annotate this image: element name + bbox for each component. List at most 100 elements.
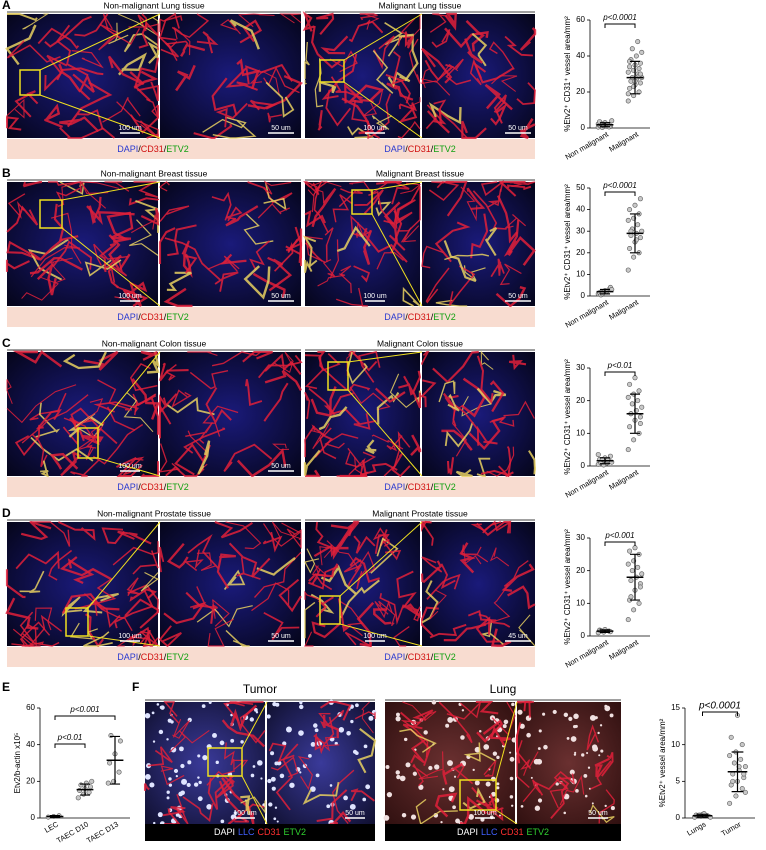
vessel (349, 556, 381, 583)
vessel (455, 468, 473, 478)
vessel (397, 120, 421, 139)
vessel (174, 443, 211, 476)
scale-bar-label: 50 um (271, 463, 291, 470)
vessel (185, 591, 218, 624)
nucleus (447, 717, 454, 723)
nucleus (440, 820, 443, 824)
vessel (224, 742, 235, 766)
vessel (279, 13, 302, 24)
data-point (627, 85, 633, 91)
panel-label: E (2, 680, 10, 694)
zoom-box (39, 199, 63, 229)
vessel (487, 188, 502, 208)
vessel (14, 424, 41, 457)
data-point (639, 404, 645, 410)
zoom-line (339, 521, 423, 597)
scale-bar-label: 100 um (118, 633, 142, 640)
vessel (5, 597, 39, 630)
scale-bar-label: 100 um (473, 810, 497, 817)
data-point (87, 784, 93, 790)
vessel (325, 89, 352, 127)
vessel (57, 521, 96, 541)
vessel (516, 82, 536, 106)
nucleus (453, 775, 457, 778)
nucleus (483, 744, 490, 750)
vessel (445, 58, 472, 86)
nucleus (151, 711, 155, 715)
vessel (499, 263, 522, 286)
vessel (315, 521, 334, 549)
nucleus (338, 727, 345, 733)
y-tick-label: 0 (31, 813, 36, 822)
vessel (137, 81, 159, 102)
nucleus (418, 784, 424, 790)
data-point (635, 398, 641, 404)
scale-bar-label: 100 um (233, 810, 257, 817)
zoom-box (207, 747, 243, 777)
vessel (158, 625, 182, 648)
vessel (93, 401, 140, 413)
vessel (386, 82, 414, 101)
vessel (363, 227, 408, 263)
micrograph (421, 180, 536, 308)
vessel (114, 589, 154, 629)
vessel (223, 569, 246, 591)
stain-name: ETV2 (433, 144, 456, 154)
vessel (48, 549, 73, 581)
stain-bar (7, 477, 535, 497)
stain-legend: DAPI/CD31/ETV2 (384, 312, 456, 322)
vessel (480, 180, 504, 197)
vessel (586, 724, 600, 751)
vessel (69, 622, 99, 640)
nucleus (511, 804, 514, 807)
vessel (108, 22, 129, 45)
nucleus (315, 773, 320, 778)
error-bar (629, 553, 641, 601)
micrograph (266, 699, 377, 826)
vessel (486, 446, 515, 477)
nucleus (363, 744, 368, 749)
vessel (196, 31, 219, 54)
zoom-box (65, 607, 89, 637)
nucleus (334, 741, 338, 746)
vessel (22, 13, 50, 30)
y-tick-label: 10 (576, 270, 585, 279)
vessel (166, 542, 189, 569)
vessel (304, 631, 314, 647)
data-point (107, 760, 113, 766)
vessel (61, 593, 120, 614)
nucleus (274, 806, 278, 809)
vessel (271, 756, 299, 778)
nucleus (401, 812, 407, 818)
data-point (636, 388, 642, 394)
nucleus (230, 738, 235, 743)
stain-bar (145, 824, 375, 841)
vessel (240, 796, 266, 814)
y-tick-label: 60 (576, 15, 585, 24)
vessel (313, 525, 353, 558)
vessel (182, 796, 214, 822)
vessel (36, 261, 57, 296)
vessel (128, 23, 159, 51)
vessel (424, 59, 455, 82)
vessel (305, 469, 321, 478)
vessel (484, 227, 498, 257)
vessel (353, 535, 376, 554)
error-bar (599, 457, 611, 465)
zoom-line (241, 701, 268, 749)
vessel (490, 258, 505, 278)
data-point (727, 753, 733, 759)
nucleus (178, 791, 183, 797)
nucleus (517, 709, 523, 715)
nucleus (346, 730, 351, 736)
vessel (247, 75, 304, 110)
zoom-line (39, 13, 161, 71)
vessel (508, 354, 527, 371)
vessel (429, 589, 447, 620)
y-axis-label: %Etv2⁺ CD31⁺ vessel area/mm² (563, 184, 572, 300)
vessel (316, 789, 348, 823)
nucleus (503, 719, 509, 725)
vessel (12, 350, 63, 368)
vessel (330, 520, 361, 537)
vessel (359, 13, 378, 21)
